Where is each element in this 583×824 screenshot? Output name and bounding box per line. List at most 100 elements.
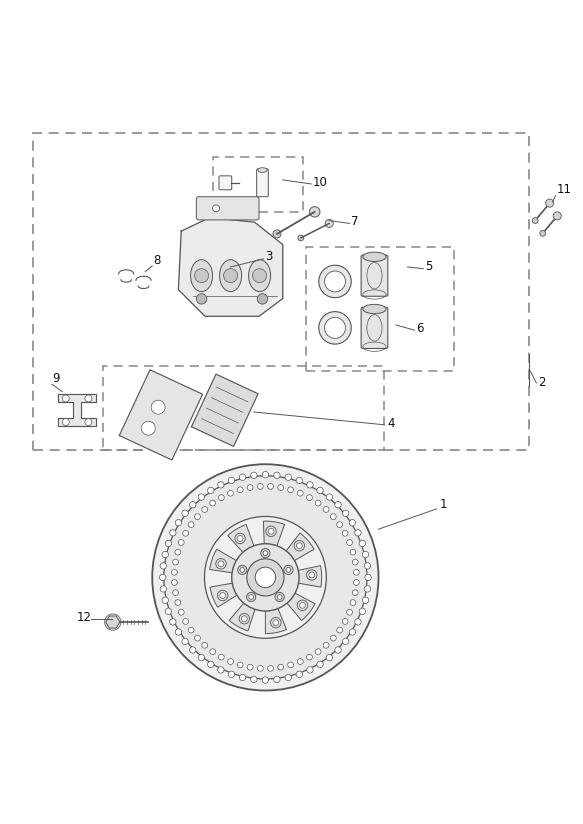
Text: 7: 7	[352, 215, 359, 228]
Circle shape	[219, 494, 224, 500]
Circle shape	[315, 648, 321, 654]
Polygon shape	[178, 218, 283, 316]
Circle shape	[352, 559, 358, 565]
Circle shape	[229, 477, 235, 484]
Circle shape	[202, 643, 208, 648]
Text: 1: 1	[440, 498, 447, 511]
Wedge shape	[210, 550, 245, 574]
Circle shape	[553, 212, 561, 220]
Circle shape	[170, 619, 176, 625]
Bar	[213, 157, 303, 212]
Circle shape	[152, 464, 378, 691]
Circle shape	[268, 666, 273, 672]
Circle shape	[262, 677, 269, 683]
Circle shape	[237, 536, 243, 541]
Circle shape	[317, 661, 323, 667]
Circle shape	[162, 597, 168, 603]
Circle shape	[342, 619, 348, 625]
Circle shape	[273, 677, 280, 682]
Circle shape	[296, 543, 302, 549]
Circle shape	[297, 658, 303, 664]
Text: 8: 8	[153, 254, 161, 267]
Wedge shape	[265, 599, 286, 634]
Circle shape	[296, 477, 303, 484]
Wedge shape	[229, 595, 258, 631]
Circle shape	[359, 608, 366, 615]
Circle shape	[266, 526, 276, 536]
Circle shape	[175, 600, 181, 606]
Circle shape	[216, 559, 226, 569]
Circle shape	[247, 559, 284, 596]
Circle shape	[325, 317, 346, 339]
Circle shape	[310, 207, 320, 217]
Ellipse shape	[258, 168, 267, 172]
Circle shape	[175, 550, 181, 555]
Ellipse shape	[220, 260, 241, 292]
Wedge shape	[280, 533, 314, 566]
Circle shape	[354, 530, 361, 536]
Circle shape	[263, 550, 268, 555]
Circle shape	[237, 662, 243, 667]
Bar	[306, 246, 454, 372]
Circle shape	[182, 531, 188, 536]
Circle shape	[326, 654, 333, 661]
Polygon shape	[120, 370, 202, 460]
Circle shape	[210, 648, 216, 654]
Circle shape	[297, 490, 303, 496]
Circle shape	[62, 419, 69, 425]
Circle shape	[278, 485, 283, 490]
Text: 11: 11	[557, 183, 572, 196]
FancyBboxPatch shape	[361, 307, 388, 349]
Circle shape	[362, 597, 368, 603]
Circle shape	[171, 569, 177, 575]
Circle shape	[307, 667, 313, 673]
Circle shape	[354, 619, 361, 625]
Circle shape	[257, 293, 268, 304]
Ellipse shape	[363, 304, 386, 314]
Circle shape	[217, 590, 228, 601]
Circle shape	[251, 472, 257, 479]
Circle shape	[285, 674, 292, 681]
Circle shape	[160, 563, 167, 569]
Circle shape	[350, 550, 356, 555]
Circle shape	[532, 218, 538, 223]
Circle shape	[287, 662, 293, 667]
Circle shape	[365, 574, 371, 581]
Polygon shape	[191, 374, 258, 447]
Circle shape	[188, 522, 194, 527]
Circle shape	[257, 484, 263, 489]
Circle shape	[335, 647, 341, 653]
FancyBboxPatch shape	[196, 197, 259, 220]
Circle shape	[298, 235, 304, 241]
Wedge shape	[288, 565, 322, 588]
Circle shape	[160, 574, 166, 581]
Circle shape	[273, 620, 279, 625]
Circle shape	[297, 600, 308, 611]
Circle shape	[342, 510, 349, 517]
Circle shape	[249, 595, 254, 599]
Circle shape	[188, 627, 194, 633]
Circle shape	[238, 565, 247, 574]
Circle shape	[278, 664, 283, 670]
Circle shape	[307, 494, 312, 500]
FancyBboxPatch shape	[219, 176, 231, 190]
Wedge shape	[228, 524, 258, 560]
Text: 4: 4	[387, 416, 395, 429]
Circle shape	[217, 667, 224, 673]
Circle shape	[141, 421, 155, 435]
Circle shape	[352, 590, 358, 596]
Circle shape	[349, 629, 356, 635]
Circle shape	[353, 579, 359, 585]
Circle shape	[198, 654, 205, 661]
Ellipse shape	[248, 260, 271, 292]
Circle shape	[326, 494, 333, 500]
Text: 3: 3	[265, 250, 273, 263]
Circle shape	[198, 494, 205, 500]
Circle shape	[235, 533, 245, 544]
Circle shape	[195, 635, 201, 641]
Circle shape	[171, 579, 177, 585]
Circle shape	[162, 551, 168, 558]
Circle shape	[268, 484, 273, 489]
Circle shape	[261, 549, 270, 558]
Circle shape	[165, 541, 171, 546]
